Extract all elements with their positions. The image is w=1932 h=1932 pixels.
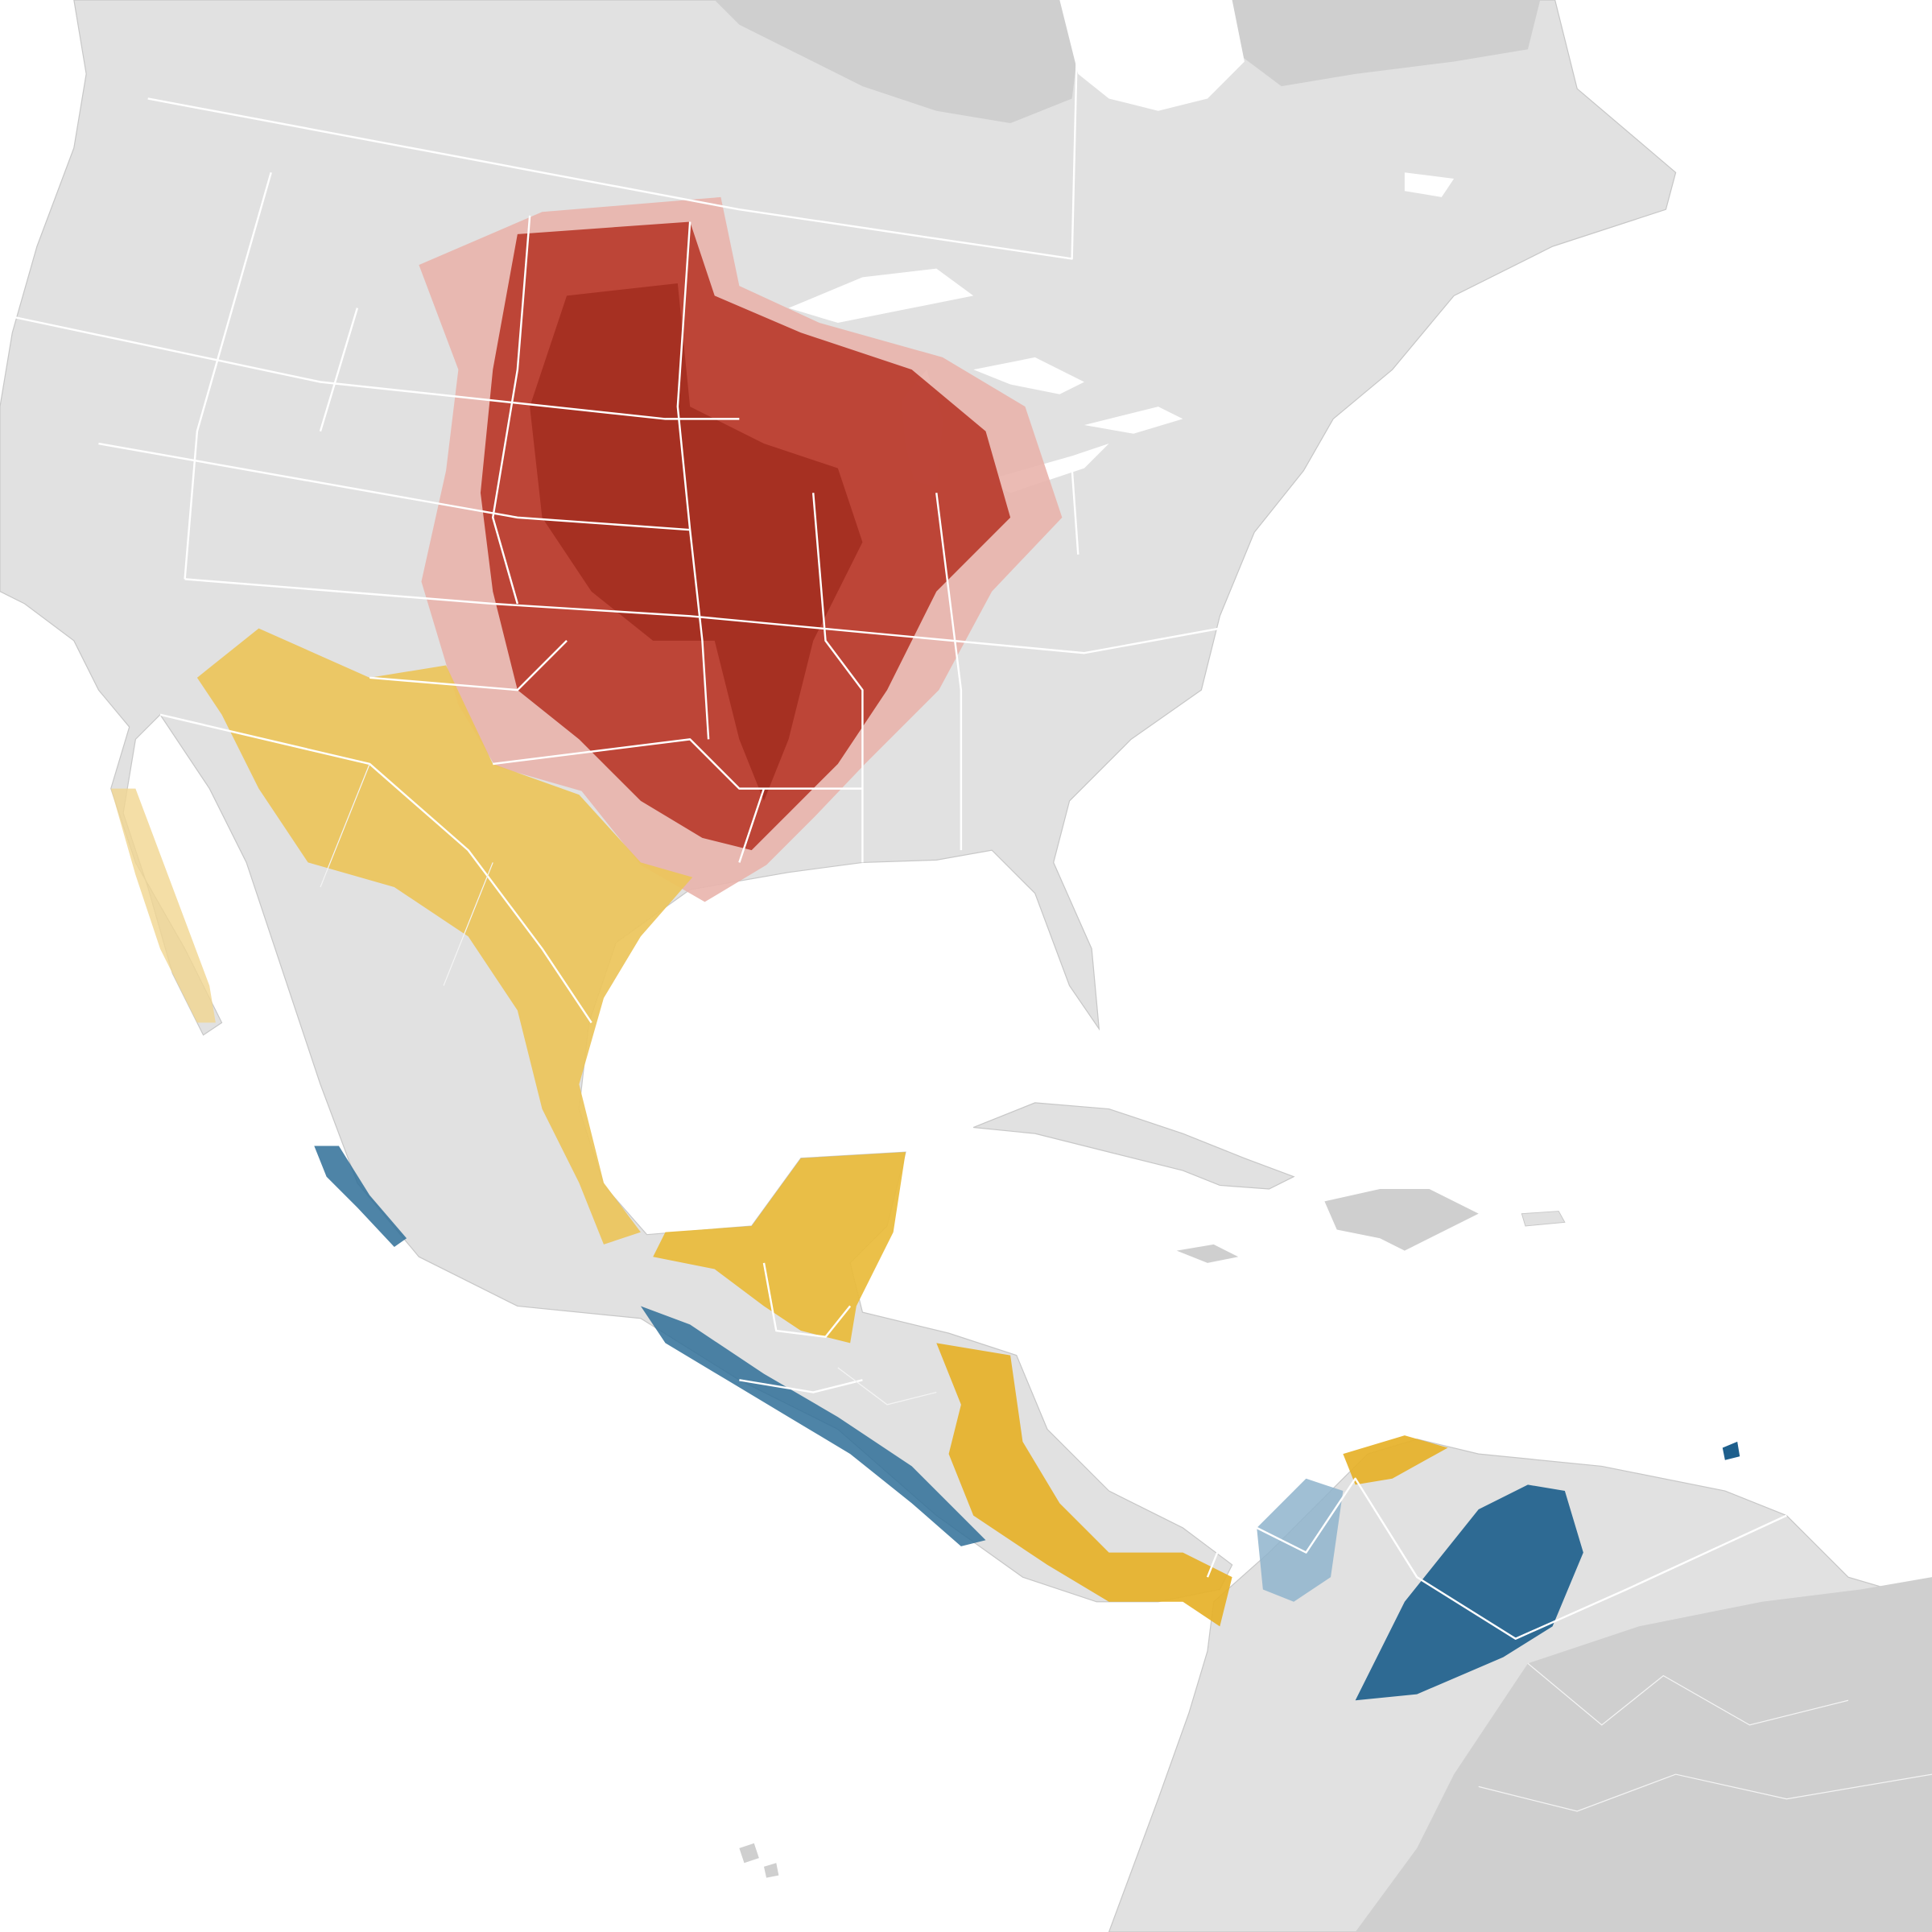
migration-range-yucatan bbox=[653, 1152, 906, 1344]
province-border bbox=[320, 763, 1932, 1812]
nonbreeding-range bbox=[1355, 1484, 1583, 1701]
cuba bbox=[972, 1102, 1295, 1190]
migration-range bbox=[196, 628, 693, 1245]
jamaica bbox=[1176, 1244, 1239, 1263]
puerto-rico bbox=[1521, 1211, 1566, 1227]
galapagos bbox=[739, 1843, 779, 1878]
state-border bbox=[0, 171, 1220, 863]
hudson-bay bbox=[1059, 0, 1245, 111]
hispaniola bbox=[1324, 1189, 1479, 1251]
nonbreeding-range-coast bbox=[314, 1146, 986, 1546]
migration-range-baja bbox=[110, 788, 216, 1023]
arctic-land bbox=[714, 0, 1541, 124]
nonbreeding-range-islands bbox=[1722, 1441, 1740, 1460]
south-america-other bbox=[1355, 1577, 1932, 1932]
nonbreeding-range-light bbox=[1257, 1478, 1344, 1602]
migration-range-central bbox=[936, 1343, 1448, 1627]
great-lakes bbox=[788, 172, 1455, 493]
country-border bbox=[147, 0, 1787, 1640]
